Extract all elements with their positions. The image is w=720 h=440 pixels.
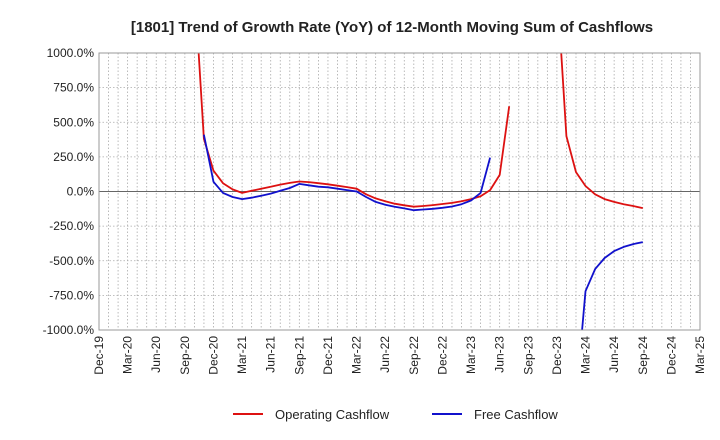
series-line-1: [560, 53, 643, 209]
x-tick-label: Jun-23: [493, 336, 507, 373]
x-tick-label: Jun-22: [378, 336, 392, 373]
legend-label: Free Cashflow: [474, 407, 558, 422]
series-line-3: [581, 241, 643, 330]
y-tick-label: 750.0%: [53, 81, 94, 95]
y-tick-label: 500.0%: [53, 115, 94, 129]
y-tick-label: -250.0%: [49, 219, 94, 233]
x-tick-label: Mar-23: [464, 336, 478, 374]
legend-label: Operating Cashflow: [275, 407, 390, 422]
x-tick-label: Mar-20: [121, 336, 135, 374]
grid: [98, 52, 701, 331]
chart-title: [1801] Trend of Growth Rate (YoY) of 12-…: [131, 19, 653, 36]
x-tick-label: Dec-20: [206, 336, 220, 375]
x-tick-label: Sep-21: [292, 336, 306, 375]
x-tick-label: Dec-22: [435, 336, 449, 375]
legend: Operating Cashflow Free Cashflow: [233, 407, 558, 422]
x-tick-label: Dec-24: [664, 336, 678, 375]
y-tick-label: 1000.0%: [47, 46, 95, 60]
x-tick-label: Dec-19: [92, 336, 106, 375]
x-axis-ticks: Dec-19 Mar-20 Jun-20 Sep-20 Dec-20 Mar-21 Jun-…: [92, 336, 707, 375]
plot-frame: [98, 52, 701, 331]
y-axis-ticks: 1000.0% 750.0% 500.0% 250.0% 0.0% -250.0% -500…: [43, 46, 95, 337]
x-tick-label: Sep-20: [178, 336, 192, 375]
y-tick-label: -1000.0%: [43, 323, 95, 337]
y-tick-label: 250.0%: [53, 150, 94, 164]
x-tick-label: Mar-22: [350, 336, 364, 374]
x-tick-label: Mar-25: [693, 336, 707, 374]
x-tick-label: Jun-24: [607, 336, 621, 373]
x-tick-label: Jun-21: [264, 336, 278, 373]
y-tick-label: -500.0%: [49, 254, 94, 268]
x-tick-label: Jun-20: [149, 336, 163, 373]
y-tick-label: -750.0%: [49, 288, 94, 302]
x-tick-label: Mar-24: [579, 336, 593, 374]
series-line-0: [197, 53, 511, 208]
x-tick-label: Mar-21: [235, 336, 249, 374]
series-line-2: [203, 134, 491, 212]
x-tick-label: Sep-24: [636, 336, 650, 375]
y-tick-label: 0.0%: [67, 185, 95, 199]
x-tick-label: Sep-22: [407, 336, 421, 375]
x-tick-label: Dec-23: [550, 336, 564, 375]
x-tick-label: Dec-21: [321, 336, 335, 375]
series-lines: [197, 53, 643, 330]
x-tick-label: Sep-23: [521, 336, 535, 375]
